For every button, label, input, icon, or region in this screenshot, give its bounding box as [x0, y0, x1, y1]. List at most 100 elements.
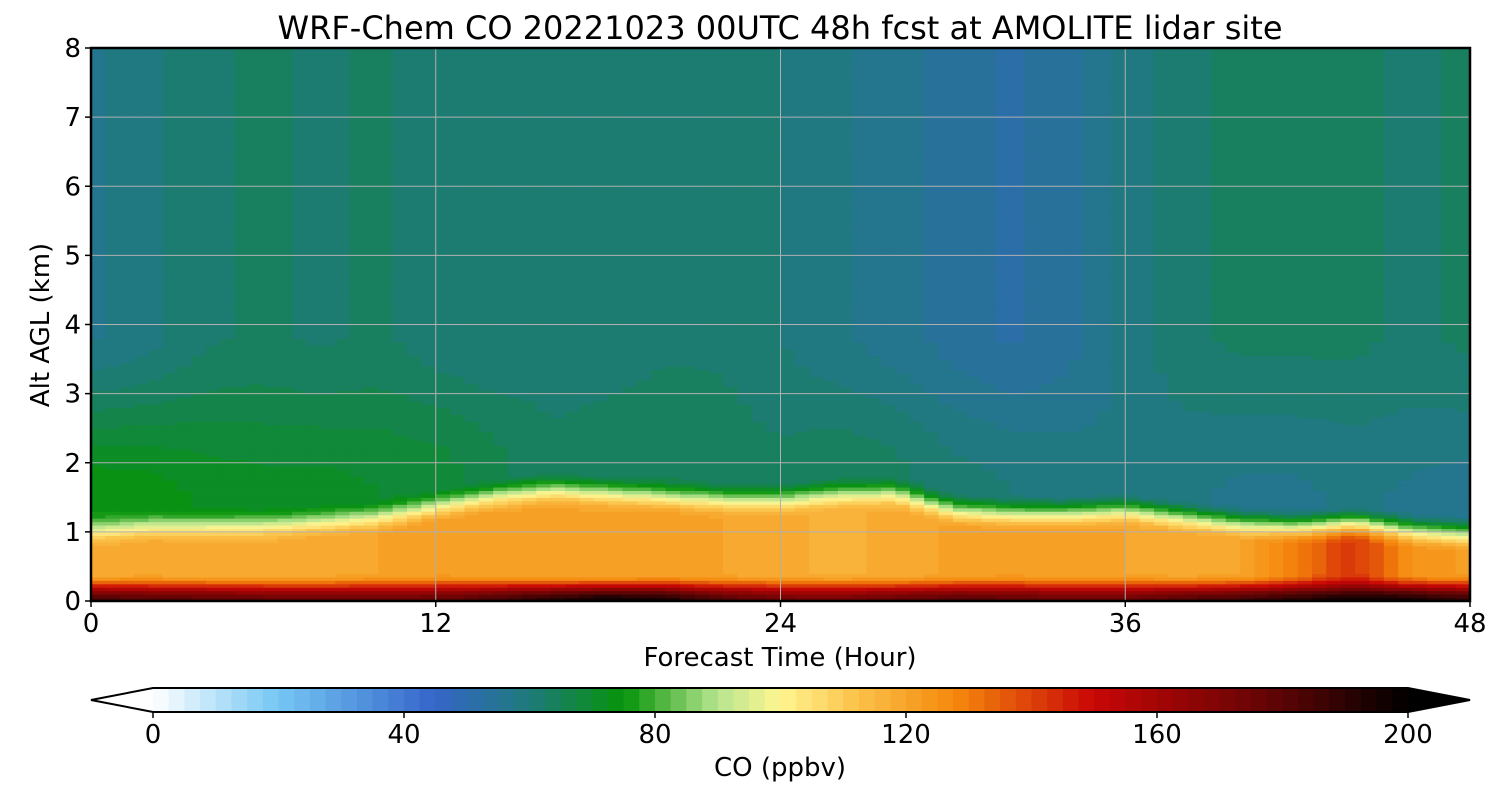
- heatmap-cell: [177, 466, 193, 471]
- heatmap-cell: [263, 165, 279, 170]
- heatmap-cell: [392, 552, 408, 557]
- heatmap-cell: [335, 68, 351, 73]
- heatmap-cell: [392, 296, 408, 301]
- heatmap-cell: [306, 86, 322, 91]
- heatmap-cell: [421, 245, 437, 250]
- heatmap-cell: [263, 442, 279, 447]
- heatmap-cell: [277, 486, 293, 491]
- heatmap-cell: [464, 376, 480, 381]
- heatmap-cell: [292, 296, 308, 301]
- heatmap-cell: [493, 310, 509, 315]
- heatmap-cell: [263, 459, 279, 464]
- heatmap-cell: [435, 303, 451, 308]
- heatmap-cell: [162, 538, 178, 543]
- heatmap-cell: [507, 524, 523, 530]
- heatmap-cell: [177, 82, 193, 87]
- heatmap-cell: [162, 72, 178, 77]
- heatmap-cell: [521, 345, 537, 350]
- heatmap-cell: [363, 196, 379, 201]
- heatmap-cell: [119, 397, 135, 402]
- heatmap-cell: [234, 531, 250, 536]
- heatmap-cell: [450, 393, 466, 398]
- heatmap-cell: [249, 220, 264, 225]
- heatmap-cell: [277, 113, 293, 118]
- heatmap-cell: [105, 417, 121, 422]
- heatmap-cell: [464, 110, 480, 115]
- heatmap-cell: [521, 220, 537, 225]
- heatmap-cell: [521, 535, 537, 540]
- heatmap-cell: [335, 369, 351, 374]
- heatmap-cell: [493, 238, 509, 243]
- heatmap-cell: [134, 113, 150, 118]
- heatmap-cell: [478, 597, 494, 602]
- heatmap-cell: [320, 262, 336, 267]
- heatmap-cell: [119, 79, 135, 84]
- heatmap-cell: [234, 217, 250, 222]
- heatmap-cell: [435, 193, 451, 198]
- heatmap-cell: [249, 528, 264, 533]
- heatmap-cell: [177, 296, 193, 301]
- heatmap-cell: [292, 594, 308, 599]
- heatmap-cell: [177, 117, 193, 122]
- heatmap-cell: [464, 445, 480, 450]
- heatmap-cell: [407, 445, 422, 450]
- heatmap-cell: [263, 241, 279, 246]
- heatmap-cell: [234, 51, 250, 56]
- heatmap-cell: [335, 528, 351, 533]
- heatmap-cell: [407, 393, 422, 398]
- heatmap-cell: [119, 248, 135, 253]
- heatmap-cell: [148, 272, 164, 277]
- heatmap-cell: [292, 476, 308, 481]
- heatmap-cell: [320, 283, 336, 288]
- heatmap-cell: [105, 193, 121, 198]
- heatmap-cell: [234, 462, 250, 467]
- heatmap-cell: [292, 265, 308, 270]
- heatmap-cell: [363, 369, 379, 374]
- heatmap-cell: [234, 231, 250, 236]
- heatmap-cell: [392, 556, 408, 561]
- heatmap-cell: [493, 490, 509, 495]
- heatmap-cell: [493, 276, 509, 281]
- heatmap-cell: [119, 573, 135, 578]
- heatmap-cell: [507, 480, 523, 485]
- heatmap-cell: [234, 355, 250, 360]
- heatmap-cell: [220, 141, 236, 146]
- heatmap-cell: [220, 511, 236, 516]
- heatmap-cell: [521, 507, 537, 512]
- heatmap-cell: [306, 193, 322, 198]
- heatmap-cell: [91, 473, 106, 478]
- heatmap-cell: [363, 500, 379, 505]
- heatmap-cell: [91, 103, 106, 108]
- heatmap-cell: [91, 213, 106, 218]
- heatmap-cell: [421, 341, 437, 346]
- heatmap-cell: [191, 545, 207, 550]
- heatmap-cell: [392, 124, 408, 129]
- heatmap-cell: [493, 521, 509, 526]
- heatmap-cell: [435, 317, 451, 322]
- heatmap-cell: [292, 307, 308, 312]
- heatmap-cell: [148, 158, 164, 163]
- heatmap-cell: [119, 300, 135, 305]
- heatmap-cell: [521, 348, 537, 353]
- heatmap-cell: [220, 293, 236, 298]
- heatmap-cell: [507, 500, 523, 505]
- heatmap-cell: [306, 559, 322, 564]
- heatmap-cell: [306, 421, 322, 426]
- heatmap-cell: [306, 103, 322, 108]
- heatmap-cell: [507, 518, 523, 523]
- heatmap-cell: [220, 569, 236, 574]
- heatmap-cell: [306, 424, 322, 429]
- heatmap-cell: [234, 155, 250, 160]
- heatmap-cell: [105, 206, 121, 212]
- heatmap-cell: [177, 559, 193, 564]
- heatmap-cell: [148, 251, 164, 256]
- heatmap-cell: [435, 493, 451, 498]
- heatmap-cell: [421, 417, 437, 422]
- heatmap-cell: [306, 65, 322, 70]
- heatmap-cell: [320, 179, 336, 184]
- heatmap-cell: [493, 86, 509, 91]
- heatmap-cell: [249, 556, 264, 561]
- heatmap-cell: [435, 569, 451, 574]
- heatmap-cell: [407, 210, 422, 215]
- heatmap-cell: [450, 51, 466, 56]
